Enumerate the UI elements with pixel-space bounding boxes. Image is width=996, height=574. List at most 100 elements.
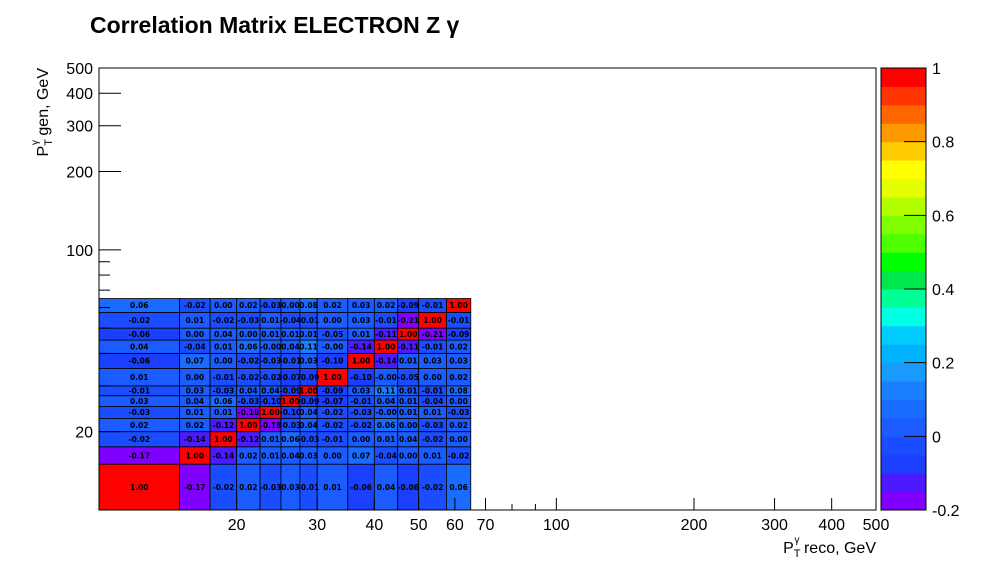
color-scale-swatch xyxy=(881,178,926,198)
color-scale-swatch xyxy=(881,491,926,511)
cell-value-label: 0.01 xyxy=(214,343,233,352)
y-axis-title-sup: γ xyxy=(30,140,41,145)
cell-value-label: 0.02 xyxy=(449,373,468,382)
cell-value-label: -0.01 xyxy=(375,316,397,325)
y-tick-label: 100 xyxy=(66,243,93,260)
cell-value-label: 0.01 xyxy=(130,373,149,382)
cell-value-label: -0.04 xyxy=(184,343,206,352)
cell-value-label: -0.14 xyxy=(184,435,206,444)
heatmap-cell xyxy=(418,463,447,511)
x-axis-title: PTγ reco, GeV xyxy=(783,535,876,560)
cell-value-label: 0.00 xyxy=(449,435,468,444)
cell-value-label: 0.04 xyxy=(299,421,318,430)
cell-value-label: -0.10 xyxy=(350,373,372,382)
cell-value-label: 0.00 xyxy=(399,451,418,460)
cell-value-label: -0.09 xyxy=(448,330,470,339)
cell-value-label: 0.08 xyxy=(449,387,468,396)
cell-value-label: 0.01 xyxy=(399,397,418,406)
cell-value-label: 0.04 xyxy=(239,387,258,396)
cell-value-label: 1.00 xyxy=(449,301,468,310)
x-tick-label: 200 xyxy=(681,517,708,534)
cell-value-label: -0.03 xyxy=(238,316,260,325)
cell-value-label: 0.01 xyxy=(186,408,205,417)
y-axis: 20 100 200 300 400 500 xyxy=(66,61,121,442)
cell-value-label: 0.04 xyxy=(186,397,205,406)
cell-value-label: -0.09 xyxy=(298,373,320,382)
x-tick-label: 300 xyxy=(761,517,788,534)
cell-value-label: 0.00 xyxy=(186,330,205,339)
cell-value-label: 0.00 xyxy=(352,435,371,444)
cell-value-label: -0.03 xyxy=(448,408,470,417)
cell-value-label: 1.00 xyxy=(423,316,442,325)
color-scale-swatch xyxy=(881,123,926,143)
cell-value-label: -0.12 xyxy=(238,435,260,444)
cell-value-label: 0.00 xyxy=(214,301,233,310)
cell-value-label: -0.14 xyxy=(213,451,235,460)
cell-value-label: -0.14 xyxy=(375,357,397,366)
cell-value-label: -0.02 xyxy=(322,408,344,417)
cell-value-label: 0.04 xyxy=(377,483,396,492)
cell-value-label: -0.03 xyxy=(422,421,444,430)
y-tick-label: 20 xyxy=(75,425,93,442)
x-axis: 20 30 40 50 60 70 100 200 300 400 500 xyxy=(228,498,890,534)
cell-value-label: 0.00 xyxy=(423,373,442,382)
cell-value-label: 0.01 xyxy=(423,408,442,417)
color-scale-swatch xyxy=(881,473,926,493)
cell-value-label: -0.02 xyxy=(238,357,260,366)
cell-value-label: -0.21 xyxy=(422,330,444,339)
color-scale-label: 0 xyxy=(932,429,941,446)
cell-value-label: -0.09 xyxy=(397,301,419,310)
cell-value-label: -0.02 xyxy=(238,373,260,382)
cell-value-label: -0.11 xyxy=(375,330,397,339)
cell-value-label: 0.07 xyxy=(352,451,371,460)
cell-value-label: 0.11 xyxy=(377,387,396,396)
cell-value-label: -0.01 xyxy=(448,316,470,325)
cell-value-label: 0.01 xyxy=(214,408,233,417)
cell-value-label: 0.01 xyxy=(399,357,418,366)
cell-value-label: -0.18 xyxy=(260,421,282,430)
cell-value-label: 0.02 xyxy=(449,343,468,352)
cell-value-label: -0.01 xyxy=(213,373,235,382)
cell-value-label: 0.06 xyxy=(281,435,300,444)
color-scale-swatch xyxy=(881,270,926,290)
color-scale-label: 0.2 xyxy=(932,356,954,373)
cell-value-label: -0.02 xyxy=(448,451,470,460)
cell-value-label: 0.01 xyxy=(261,451,280,460)
cell-value-label: -0.02 xyxy=(184,301,206,310)
cell-value-label: 0.04 xyxy=(281,451,300,460)
cell-value-label: -0.03 xyxy=(238,397,260,406)
cell-value-label: 0.01 xyxy=(261,316,280,325)
cell-value-label: 0.06 xyxy=(377,421,396,430)
x-tick-label: 40 xyxy=(365,517,383,534)
color-scale-bar: -0.2 0 0.2 0.4 0.6 0.8 1 xyxy=(880,61,960,520)
cell-value-label: -0.04 xyxy=(375,451,397,460)
cell-value-label: 0.08 xyxy=(299,301,318,310)
cell-value-label: -0.02 xyxy=(128,316,150,325)
cell-value-label: -0.10 xyxy=(322,357,344,366)
cell-value-label: -0.17 xyxy=(184,483,206,492)
x-tick-label: 100 xyxy=(543,517,570,534)
cell-value-label: 1.00 xyxy=(377,343,396,352)
cell-value-label: -0.02 xyxy=(350,421,372,430)
cell-value-label: -0.03 xyxy=(260,301,282,310)
x-tick-label: 30 xyxy=(308,517,326,534)
cell-value-label: -0.02 xyxy=(422,435,444,444)
cell-value-label: 0.01 xyxy=(261,435,280,444)
color-scale-swatch xyxy=(881,196,926,216)
cell-value-label: -0.07 xyxy=(280,373,302,382)
cell-value-label: 0.03 xyxy=(352,316,371,325)
cell-value-label: 1.00 xyxy=(261,408,280,417)
cell-value-label: 0.04 xyxy=(399,435,418,444)
cell-value-label: 0.04 xyxy=(299,408,318,417)
color-scale-swatch xyxy=(881,454,926,474)
cell-value-label: 0.04 xyxy=(377,397,396,406)
y-tick-label: 500 xyxy=(66,61,93,78)
color-scale-swatch xyxy=(881,141,926,161)
cell-value-label: -0.03 xyxy=(350,408,372,417)
cell-value-label: 0.04 xyxy=(261,387,280,396)
cell-value-label: -0.02 xyxy=(128,435,150,444)
heatmap-cell xyxy=(446,298,472,313)
x-tick-label: 500 xyxy=(863,517,890,534)
cell-value-label: 1.00 xyxy=(352,357,371,366)
cell-value-label: -0.10 xyxy=(280,408,302,417)
